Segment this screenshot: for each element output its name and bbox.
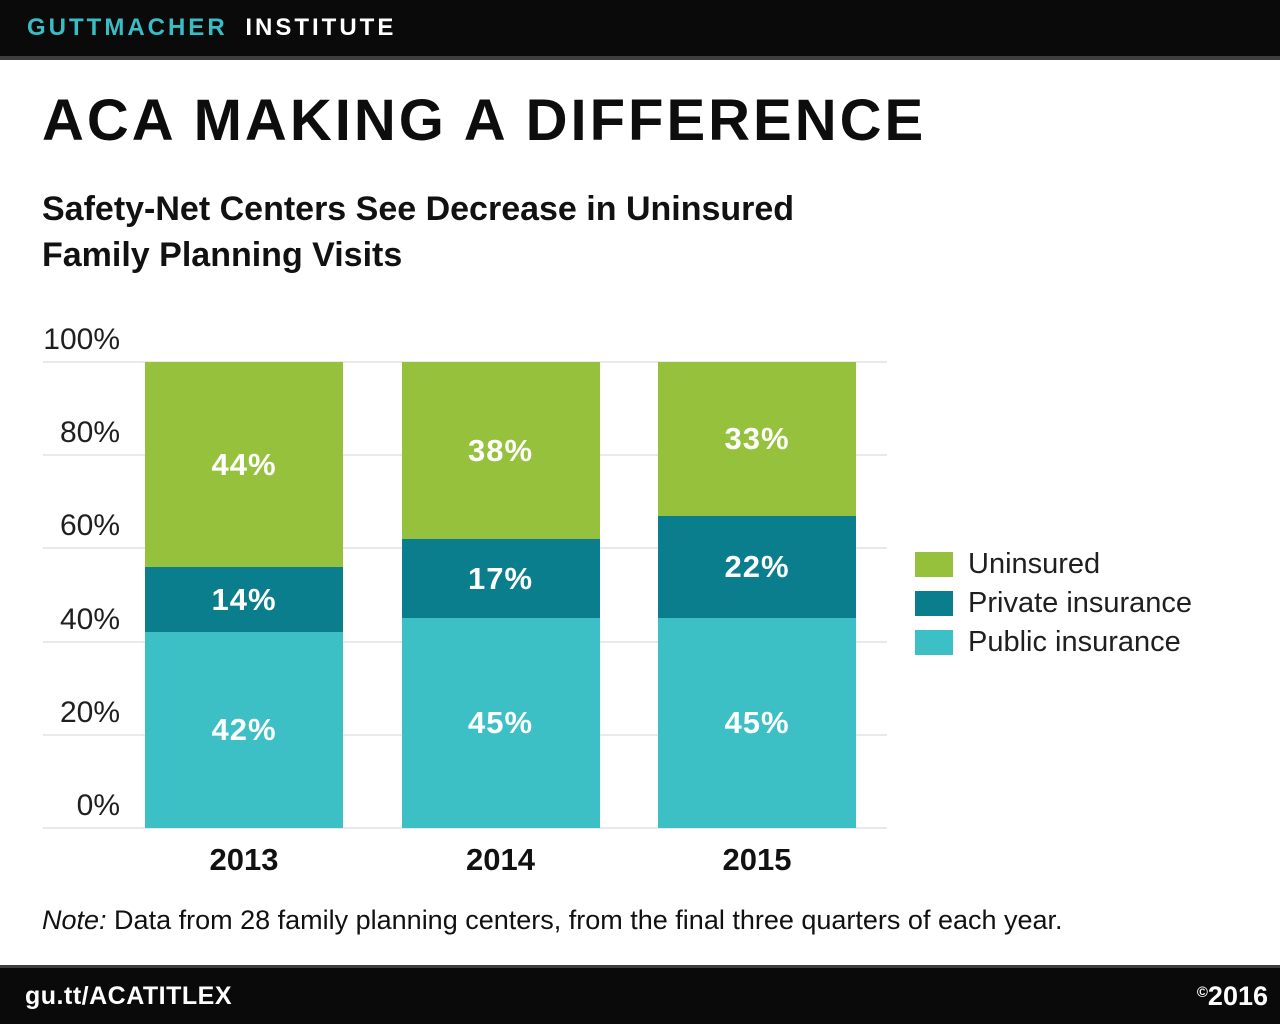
y-tick-label-100: 100%	[43, 323, 120, 356]
footnote-prefix: Note:	[42, 905, 107, 935]
y-tick-label-0: 0%	[76, 789, 120, 822]
y-tick-label-20: 20%	[59, 695, 120, 729]
bar-2014: 38% 17% 45%	[401, 362, 600, 828]
page-title: ACA MAKING A DIFFERENCE	[42, 88, 927, 153]
bar-segment-private-insurance: 22%	[658, 515, 856, 619]
plot-area: 0% 20% 40% 60% 80% 100% 44% 14% 42% 2013 38% 17% 45%…	[43, 325, 887, 877]
gridline-0	[43, 827, 887, 829]
bar-segment-public-insurance: 42%	[145, 632, 343, 828]
bar-value-label: 22%	[724, 549, 790, 585]
bar-segment-public-insurance: 45%	[401, 618, 600, 828]
bar-value-label: 33%	[724, 420, 790, 456]
bar-2015: 33% 22% 45%	[658, 362, 856, 828]
brand-logo: GUTTMACHER INSTITUTE	[27, 14, 396, 42]
subtitle-line-2: Family Planning Visits	[42, 236, 403, 274]
bar-value-label: 38%	[467, 432, 534, 468]
legend-label-public-insurance: Public insurance	[968, 626, 1181, 658]
x-axis-label-2014: 2014	[466, 842, 535, 877]
y-tick-label-40: 40%	[59, 602, 120, 636]
chart-legend: Uninsured Private insurance Public insuran…	[915, 548, 1193, 669]
bar-segment-uninsured: 33%	[658, 362, 856, 516]
bar-value-label: 17%	[467, 560, 534, 596]
legend-swatch-private-insurance	[915, 591, 953, 616]
bar-segment-public-insurance: 45%	[658, 618, 856, 828]
page-subtitle: Safety-Net Centers See Decrease in Unins…	[42, 186, 794, 278]
bar-segment-private-insurance: 17%	[401, 539, 600, 619]
copyright-year: 2016	[1207, 980, 1268, 1011]
copyright-symbol: ©	[1196, 983, 1208, 1001]
footnote-body: Data from 28 family planning centers, fr…	[106, 905, 1063, 935]
bar-value-label: 45%	[724, 705, 790, 741]
legend-item-public-insurance: Public insurance	[915, 626, 1192, 658]
brand-primary-text: GUTTMACHER	[27, 14, 228, 41]
y-tick-label-80: 80%	[59, 416, 120, 450]
brand-secondary-text: INSTITUTE	[245, 14, 397, 41]
copyright-text: ©2016	[1197, 981, 1268, 1012]
footer-bar: gu.tt/ACATITLEX ©2016	[0, 965, 1280, 1024]
legend-swatch-public-insurance	[915, 630, 953, 655]
legend-swatch-uninsured	[915, 552, 953, 577]
legend-item-private-insurance: Private insurance	[915, 587, 1193, 619]
bar-segment-uninsured: 38%	[401, 362, 600, 540]
bar-value-label: 45%	[467, 705, 534, 741]
bar-segment-uninsured: 44%	[145, 362, 343, 568]
bar-segment-private-insurance: 14%	[145, 567, 343, 633]
x-axis-label-2013: 2013	[209, 842, 279, 877]
y-tick-label-60: 60%	[59, 509, 120, 543]
legend-item-uninsured: Uninsured	[915, 548, 1192, 580]
x-axis-label-2015: 2015	[722, 842, 792, 877]
bar-2013: 44% 14% 42%	[145, 362, 343, 828]
footnote: Note: Data from 28 family planning cente…	[42, 905, 1063, 936]
bar-value-label: 14%	[211, 581, 277, 617]
bar-value-label: 42%	[211, 712, 277, 748]
header-bar: GUTTMACHER INSTITUTE	[0, 0, 1280, 60]
subtitle-line-1: Safety-Net Centers See Decrease in Unins…	[42, 190, 795, 228]
legend-label-private-insurance: Private insurance	[968, 587, 1193, 619]
legend-label-uninsured: Uninsured	[968, 548, 1101, 580]
bar-value-label: 44%	[211, 446, 277, 482]
footer-short-link[interactable]: gu.tt/ACATITLEX	[25, 981, 232, 1010]
